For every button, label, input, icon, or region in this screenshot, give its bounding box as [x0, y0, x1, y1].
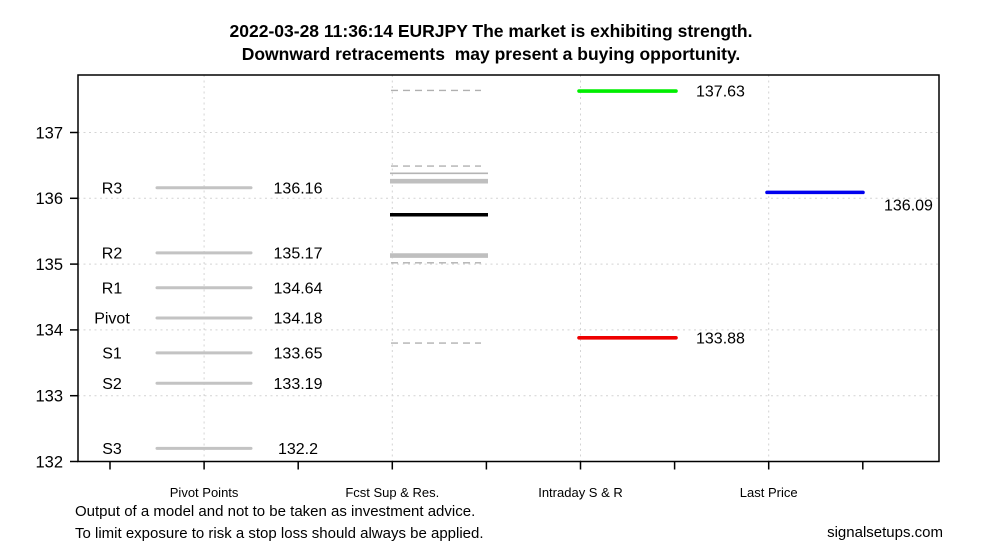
- pivot-level-label: Pivot: [94, 311, 130, 328]
- chart-title: 2022-03-28 11:36:14 EURJPY The market is…: [229, 21, 753, 41]
- y-tick-label: 132: [35, 453, 63, 471]
- pivot-level-value: 134.18: [274, 311, 323, 328]
- section-label: Last Price: [740, 485, 798, 500]
- section-label: Pivot Points: [170, 485, 239, 500]
- pivot-level-value: 134.64: [274, 280, 323, 297]
- y-tick-label: 134: [35, 322, 63, 340]
- pivot-level-label: R2: [102, 246, 123, 263]
- plot-border: [77, 74, 940, 463]
- pivot-level-value: 136.16: [274, 180, 323, 197]
- section-label: Intraday S & R: [538, 485, 623, 500]
- pivot-level-label: S2: [102, 376, 122, 393]
- disclaimer-line-1: Output of a model and not to be taken as…: [75, 503, 476, 520]
- pivot-level-value: 133.19: [274, 376, 323, 393]
- pivot-level-label: S1: [102, 346, 122, 363]
- intraday-level-label: 133.88: [696, 330, 745, 347]
- website-credit: signalsetups.com: [827, 524, 943, 541]
- pivot-level-value: 135.17: [274, 246, 323, 263]
- pivot-level-value: 132.2: [278, 441, 318, 458]
- y-tick-label: 137: [35, 124, 63, 142]
- chart-subtitle: Downward retracements may present a buyi…: [241, 44, 741, 64]
- y-tick-label: 136: [35, 190, 63, 208]
- pivot-level-label: S3: [102, 441, 122, 458]
- pivot-level-value: 133.65: [274, 346, 323, 363]
- pivot-level-label: R3: [102, 180, 123, 197]
- y-tick-label: 133: [35, 387, 63, 405]
- y-tick-label: 135: [35, 256, 63, 274]
- last-price-label: 136.09: [884, 197, 933, 214]
- disclaimer-line-2: To limit exposure to risk a stop loss sh…: [75, 525, 484, 542]
- intraday-level-label: 137.63: [696, 84, 745, 101]
- section-label: Fcst Sup & Res.: [345, 485, 439, 500]
- pivot-level-label: R1: [102, 280, 123, 297]
